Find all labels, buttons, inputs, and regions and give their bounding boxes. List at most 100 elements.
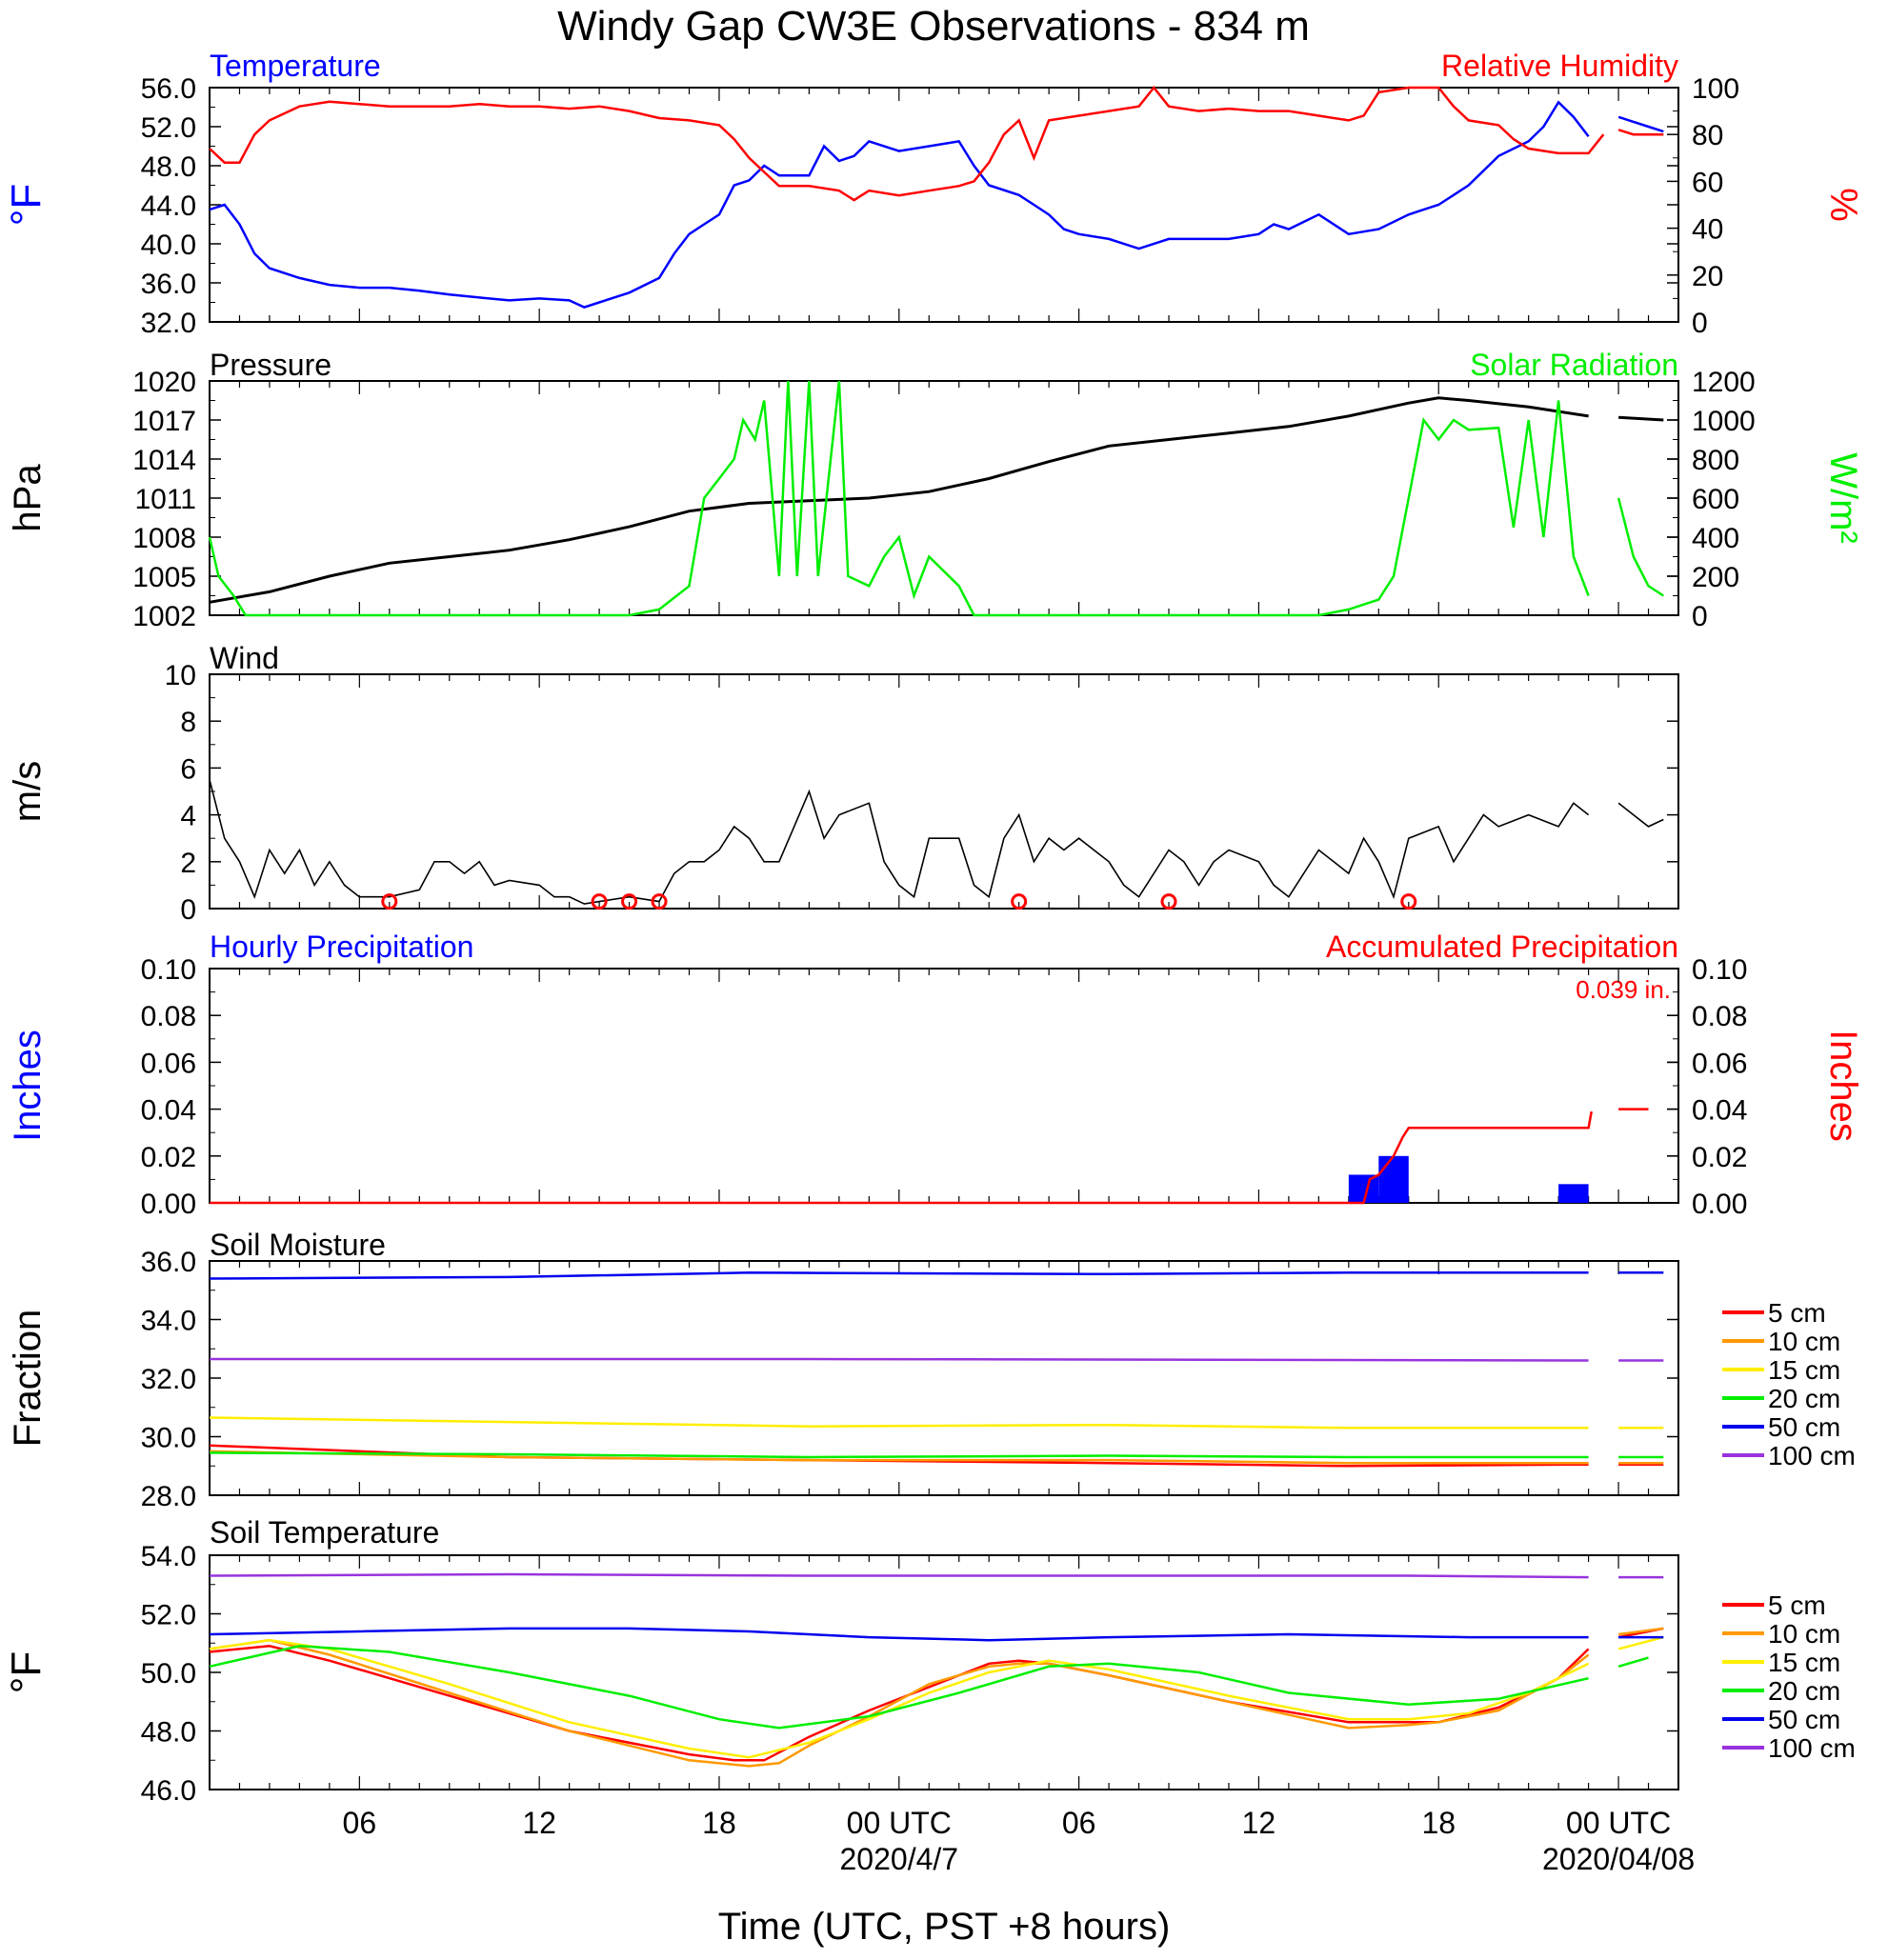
y-tick-label: 10 (165, 660, 196, 691)
y-tick-label: 1002 (132, 601, 196, 632)
wind-title: Wind (210, 641, 279, 675)
solar-radiation-line (208, 380, 1664, 617)
y-tick-label: 6 (180, 753, 196, 785)
y-tick-label: 0.00 (1692, 1189, 1747, 1220)
y-tick-label: 0.08 (141, 1001, 196, 1032)
y-tick-label: 56.0 (141, 73, 196, 105)
y-tick-label: 36.0 (141, 1247, 196, 1278)
temperature-humidity-panel: Temperature Relative Humidity °F % (3, 49, 1864, 323)
soil-moisture-title: Soil Moisture (210, 1228, 386, 1262)
y-tick-label: 0.10 (1692, 954, 1747, 986)
accum-precip-y-axis: 0.00 0.02 0.04 0.06 0.08 0.10 (1667, 954, 1747, 1220)
calm-wind-marker (591, 893, 608, 910)
soil-temperature-line-15cm (209, 1635, 1664, 1759)
y-tick-label: 30.0 (141, 1423, 196, 1454)
calm-wind-marker (621, 893, 638, 910)
y-tick-label: 60 (1692, 167, 1723, 198)
solar-unit: W/m² (1822, 452, 1864, 544)
legend-label: 20 cm (1768, 1676, 1840, 1706)
humidity-y-axis: 0 20 40 60 80 100 (1667, 73, 1739, 339)
x-tick-label: 06 (343, 1806, 377, 1840)
solar-title: Solar Radiation (1470, 348, 1678, 382)
calm-wind-marker (1011, 893, 1028, 910)
legend-label: 15 cm (1768, 1355, 1840, 1385)
y-tick-label: 1000 (1692, 406, 1756, 437)
soil-moisture-unit: Fraction (7, 1310, 49, 1448)
y-tick-label: 36.0 (141, 269, 196, 300)
soil-temperature-line-5cm (209, 1627, 1664, 1762)
soil-temperature-panel: Soil Temperature °F (3, 1515, 1679, 1790)
soil-moisture-line-50cm (209, 1271, 1664, 1280)
soil-temperature-line-100cm (209, 1572, 1664, 1579)
legend-label: 15 cm (1768, 1648, 1840, 1677)
x-date-label: 2020/04/08 (1542, 1842, 1695, 1876)
y-tick-label: 200 (1692, 562, 1739, 593)
calm-wind-marker (1160, 893, 1177, 910)
plot-series: 32.036.040.044.048.052.056.0020406080100… (132, 73, 1756, 1807)
y-tick-label: 0.04 (1692, 1095, 1747, 1127)
y-tick-label: 0.08 (1692, 1001, 1747, 1032)
y-tick-label: 1011 (134, 484, 196, 515)
soil-temperature-line-50cm (209, 1627, 1664, 1642)
legend-label: 5 cm (1768, 1298, 1826, 1328)
y-tick-label: 0 (1692, 601, 1708, 632)
temperature-line (209, 100, 1664, 309)
hourly-precip-bar (1378, 1155, 1409, 1203)
y-tick-label: 0.10 (141, 954, 196, 986)
soil-temperature-unit: °F (3, 1651, 50, 1693)
accumulated-precip-line (210, 1108, 1649, 1205)
y-tick-label: 54.0 (141, 1541, 196, 1572)
y-tick-label: 0.00 (141, 1189, 196, 1220)
y-tick-label: 4 (180, 801, 196, 832)
x-axis-label: Time (UTC, PST +8 hours) (718, 1906, 1171, 1948)
y-tick-label: 1020 (132, 367, 196, 398)
hourly-precip-y-axis: 0.00 0.02 0.04 0.06 0.08 0.10 (141, 954, 1678, 1220)
precipitation-panel: Hourly Precipitation Accumulated Precipi… (7, 930, 1864, 1204)
soil-temperature-line-20cm (209, 1645, 1649, 1730)
y-tick-label: 1005 (132, 562, 196, 593)
y-tick-label: 2 (180, 848, 196, 879)
y-tick-label: 0 (180, 894, 196, 926)
soil-temperature-title: Soil Temperature (210, 1515, 439, 1550)
y-tick-label: 8 (180, 707, 196, 738)
wind-unit: m/s (7, 761, 49, 822)
soil-moisture-line-15cm (209, 1416, 1664, 1430)
chart-title: Windy Gap CW3E Observations - 834 m (557, 3, 1310, 50)
y-tick-label: 1017 (132, 406, 196, 437)
pressure-unit: hPa (7, 464, 49, 532)
y-tick-label: 0.04 (141, 1095, 196, 1127)
y-tick-label: 0.06 (1692, 1048, 1747, 1079)
accum-precip-title: Accumulated Precipitation (1326, 930, 1678, 964)
y-tick-label: 46.0 (141, 1775, 196, 1807)
y-tick-label: 1200 (1692, 367, 1756, 398)
y-tick-label: 48.0 (141, 151, 196, 183)
y-tick-label: 400 (1692, 523, 1739, 554)
soil-moisture-line-100cm (210, 1357, 1664, 1362)
humidity-unit: % (1822, 188, 1864, 222)
soil-moisture-panel: Soil Moisture Fraction (7, 1228, 1679, 1496)
y-tick-label: 1008 (132, 523, 196, 554)
legend-label: 5 cm (1768, 1590, 1826, 1620)
legend-label: 10 cm (1768, 1327, 1840, 1356)
y-tick-label: 0.02 (141, 1142, 196, 1173)
y-tick-label: 52.0 (141, 1600, 196, 1631)
y-tick-label: 48.0 (141, 1717, 196, 1749)
y-tick-label: 0 (1692, 308, 1708, 339)
x-tick-label: 00 UTC (1566, 1806, 1671, 1840)
legend-label: 100 cm (1768, 1441, 1856, 1470)
x-date-label: 2020/4/7 (840, 1842, 959, 1876)
y-tick-label: 32.0 (141, 308, 196, 339)
y-tick-label: 50.0 (141, 1658, 196, 1690)
legend-label: 50 cm (1768, 1412, 1840, 1442)
wind-y-axis: 0 2 4 6 8 10 (165, 660, 1678, 926)
soil-temperature-y-axis: 46.0 48.0 50.0 52.0 54.0 (141, 1541, 1678, 1807)
calm-wind-marker (1400, 893, 1417, 910)
y-tick-label: 80 (1692, 120, 1723, 151)
y-tick-label: 34.0 (141, 1306, 196, 1337)
hourly-precip-unit: Inches (7, 1030, 49, 1142)
y-tick-label: 800 (1692, 445, 1739, 476)
pressure-title: Pressure (210, 348, 331, 382)
